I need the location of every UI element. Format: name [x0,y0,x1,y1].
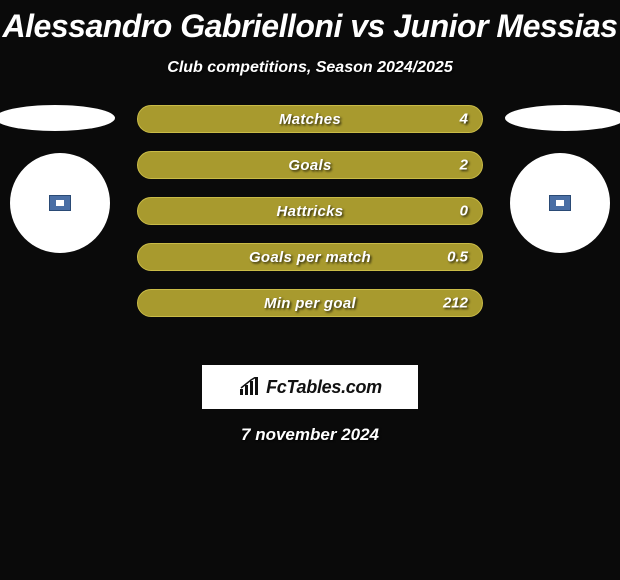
stat-bar-label: Min per goal [264,295,356,312]
stat-bar: Min per goal 212 [137,289,483,317]
stat-bar: Goals per match 0.5 [137,243,483,271]
player-left-ellipse [0,105,115,131]
stat-bar-label: Goals [288,157,331,174]
stat-bar-label: Goals per match [249,249,371,266]
player-right-column [500,105,620,253]
bar-chart-icon [238,377,262,397]
stat-bars: Matches 4 Goals 2 Hattricks 0 Goals per match 0… [137,105,483,317]
player-right-ellipse [505,105,620,131]
stat-bar-value: 2 [460,157,468,174]
stat-bar-value: 4 [460,111,468,128]
stat-bar-label: Hattricks [277,203,344,220]
brand-text: FcTables.com [266,377,382,398]
stat-bar-value: 212 [443,295,468,312]
stat-bar: Matches 4 [137,105,483,133]
comparison-stage: Matches 4 Goals 2 Hattricks 0 Goals per match 0… [0,105,620,345]
club-badge-icon [49,195,71,211]
page-title: Alessandro Gabrielloni vs Junior Messias [0,0,620,45]
stat-bar-value: 0 [460,203,468,220]
stat-bar: Goals 2 [137,151,483,179]
player-left-club-circle [10,153,110,253]
stat-bar: Hattricks 0 [137,197,483,225]
page-subtitle: Club competitions, Season 2024/2025 [0,59,620,77]
brand-box: FcTables.com [202,365,418,409]
club-badge-icon [549,195,571,211]
footer-date: 7 november 2024 [0,425,620,445]
player-right-club-circle [510,153,610,253]
stat-bar-label: Matches [279,111,341,128]
stat-bar-value: 0.5 [447,249,468,266]
player-left-column [0,105,120,253]
